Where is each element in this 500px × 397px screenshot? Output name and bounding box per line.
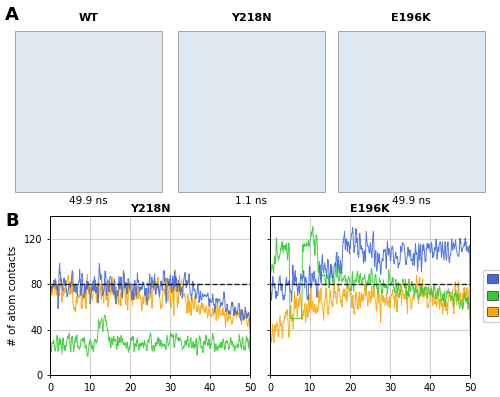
Text: 49.9 ns: 49.9 ns xyxy=(70,196,108,206)
Legend: 1, 2, 3: 1, 2, 3 xyxy=(483,270,500,322)
Text: A: A xyxy=(5,6,19,24)
Text: Y218N: Y218N xyxy=(231,13,272,23)
Title: E196K: E196K xyxy=(350,204,390,214)
Text: E196K: E196K xyxy=(392,13,431,23)
FancyBboxPatch shape xyxy=(178,31,325,192)
Text: 1.1 ns: 1.1 ns xyxy=(235,196,267,206)
Y-axis label: # of atom contacts: # of atom contacts xyxy=(8,246,18,346)
Text: B: B xyxy=(5,212,18,230)
FancyBboxPatch shape xyxy=(338,31,485,192)
FancyBboxPatch shape xyxy=(15,31,163,192)
Text: 49.9 ns: 49.9 ns xyxy=(392,196,430,206)
Title: Y218N: Y218N xyxy=(130,204,170,214)
Text: WT: WT xyxy=(79,13,99,23)
